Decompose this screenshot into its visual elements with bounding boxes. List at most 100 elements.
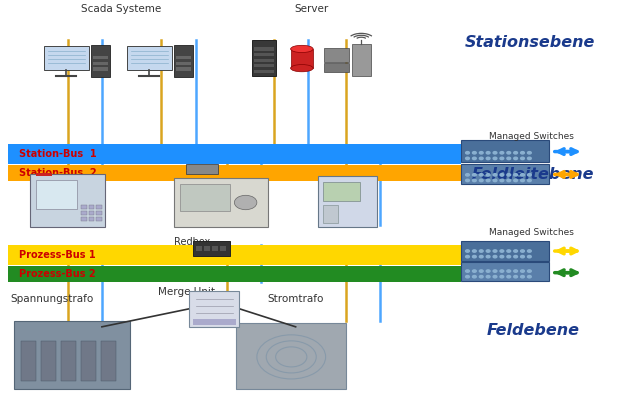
Circle shape [500,270,504,272]
Bar [254,53,274,56]
Bar [220,246,226,251]
Bar [461,241,549,261]
Circle shape [500,179,504,182]
Bar [190,291,239,327]
Text: Stationsebene: Stationsebene [465,34,595,50]
Bar [174,178,268,227]
Circle shape [507,152,511,154]
Bar [461,164,549,184]
Circle shape [472,157,476,160]
Bar [324,48,349,62]
Bar [461,140,549,162]
Circle shape [507,270,511,272]
Circle shape [234,195,257,210]
Circle shape [493,152,497,154]
Circle shape [500,157,504,160]
Circle shape [472,152,476,154]
Circle shape [472,250,476,252]
Text: Merge Unit: Merge Unit [158,287,215,297]
Bar [324,63,349,72]
Bar [254,47,274,51]
Bar [8,165,461,181]
Circle shape [466,250,469,252]
Circle shape [479,157,483,160]
Bar [318,176,377,227]
Bar [8,266,461,282]
Circle shape [500,255,504,258]
Circle shape [513,275,517,278]
Text: Scada Systeme: Scada Systeme [81,4,161,14]
Bar [193,241,230,256]
Text: Feldebene: Feldebene [486,323,580,338]
Circle shape [507,255,511,258]
Circle shape [513,157,517,160]
Bar [176,67,192,71]
Bar [89,217,94,221]
Circle shape [507,275,511,278]
Bar [175,45,193,77]
Circle shape [513,255,517,258]
Circle shape [507,157,511,160]
Circle shape [486,179,490,182]
Text: IED 2: IED 2 [195,184,222,193]
Circle shape [513,270,517,272]
Bar [352,44,370,76]
Circle shape [520,179,524,182]
Circle shape [479,250,483,252]
Bar [8,245,461,265]
Circle shape [500,152,504,154]
Bar [193,319,236,325]
Text: Stromtrafo: Stromtrafo [268,294,324,304]
Circle shape [493,270,497,272]
Circle shape [466,174,469,176]
Circle shape [513,152,517,154]
Circle shape [486,275,490,278]
Circle shape [472,174,476,176]
Bar [21,341,37,381]
Text: IED 3: IED 3 [335,184,362,193]
Circle shape [466,179,469,182]
Circle shape [527,174,531,176]
Circle shape [513,174,517,176]
Bar [81,217,87,221]
Circle shape [493,275,497,278]
Text: Feldleitebene: Feldleitebene [472,167,594,182]
Circle shape [479,270,483,272]
Bar [127,46,172,70]
Bar [203,246,210,251]
Bar [254,70,274,73]
Circle shape [486,270,490,272]
Bar [323,205,338,223]
Bar [96,217,102,221]
Circle shape [479,275,483,278]
Bar [93,56,108,59]
Bar [461,262,549,281]
Bar [196,246,202,251]
Circle shape [466,270,469,272]
Bar [180,184,230,211]
Circle shape [520,250,524,252]
Bar [101,341,117,381]
Bar [8,144,461,164]
Circle shape [500,174,504,176]
Circle shape [513,250,517,252]
Circle shape [527,250,531,252]
Circle shape [486,157,490,160]
Bar [37,173,52,176]
Circle shape [486,250,490,252]
Circle shape [500,250,504,252]
Circle shape [500,275,504,278]
Text: Station-Bus  2: Station-Bus 2 [20,168,97,178]
Text: Station-Bus  1: Station-Bus 1 [20,150,97,159]
Bar [96,211,102,215]
Circle shape [479,179,483,182]
Circle shape [493,255,497,258]
Ellipse shape [290,45,313,53]
Circle shape [493,179,497,182]
Circle shape [520,270,524,272]
Circle shape [479,174,483,176]
Circle shape [527,275,531,278]
Bar [212,246,218,251]
Bar [81,205,87,209]
Bar [37,180,77,209]
